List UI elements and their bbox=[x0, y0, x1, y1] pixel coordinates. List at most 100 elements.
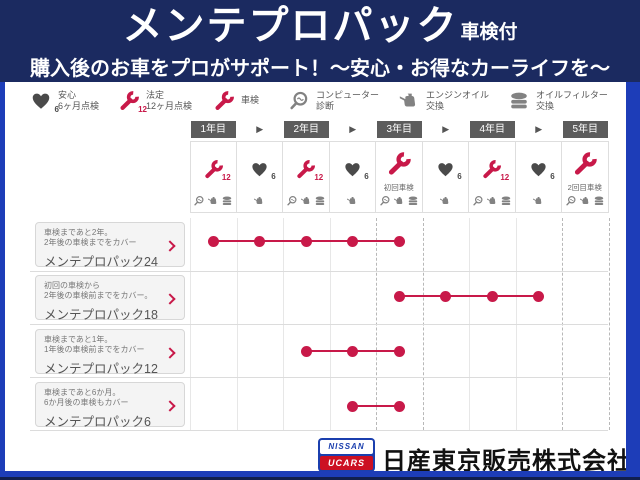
oil-can-icon bbox=[398, 90, 420, 112]
legend-label: オイルフィルター 交換 bbox=[536, 90, 608, 112]
wrench-12-icon: 12 bbox=[203, 159, 231, 181]
timeline-column-9: 2回目車検 bbox=[562, 141, 609, 213]
plan-card-メンテプロパック24[interactable]: 車検まであと2年。 2年後の車検までをカバーメンテプロパック24 bbox=[35, 222, 185, 269]
plan-name: メンテプロパック6 bbox=[44, 414, 151, 429]
frame-bottom-dark bbox=[0, 477, 640, 480]
oil-filter-icon bbox=[593, 195, 605, 207]
frame-bottom bbox=[0, 471, 640, 480]
wrench-12-icon: 12 bbox=[481, 159, 509, 181]
oil-filter-icon bbox=[221, 195, 233, 207]
heart-6-icon: 6 bbox=[30, 90, 59, 114]
diagnosis-magnifier-icon bbox=[565, 195, 577, 207]
legend-label: コンピューター 診断 bbox=[316, 90, 380, 112]
oil-can-icon bbox=[207, 195, 219, 207]
coverage-dot bbox=[393, 235, 405, 247]
plan-name: メンテプロパック18 bbox=[44, 307, 158, 322]
coverage-dot bbox=[486, 290, 498, 302]
legend-label: エンジンオイル 交換 bbox=[426, 90, 490, 112]
diagnosis-magnifier-icon bbox=[288, 90, 310, 112]
timeline-column-6: 6 bbox=[422, 141, 469, 213]
page-title-suffix: 車検付 bbox=[460, 22, 518, 43]
oil-can-icon bbox=[300, 195, 312, 207]
wrench-icon bbox=[213, 90, 235, 112]
legend-item-heart-6: 6 安心 6ヶ月点検 bbox=[30, 90, 100, 114]
plan-card-メンテプロパック12[interactable]: 車検まであと1年。 1年後の車検前までをカバー メンテプロパック12 bbox=[35, 329, 185, 376]
year-label-5: 5年目 bbox=[563, 121, 608, 138]
grid-hline bbox=[30, 430, 608, 431]
oil-filter-icon bbox=[407, 195, 419, 207]
ucars-logo-text: UCARS bbox=[320, 456, 373, 470]
inspection-label: 初回車検 bbox=[383, 182, 414, 192]
coverage-line bbox=[352, 404, 400, 408]
year-label-2: 2年目 bbox=[284, 121, 329, 138]
plan-desc-line1: 初回の車検から bbox=[44, 281, 100, 290]
coverage-dot bbox=[300, 345, 312, 357]
heart-6-icon: 6 bbox=[250, 160, 276, 180]
timeline-column-1: 12 bbox=[190, 141, 237, 213]
oil-filter-icon bbox=[500, 195, 512, 207]
timeline-column-7: 12 bbox=[469, 141, 516, 213]
year-label-3: 3年目 bbox=[377, 121, 422, 138]
year-arrow-icon: ▶ bbox=[256, 124, 264, 134]
grid-vline bbox=[608, 218, 610, 430]
year-label-4: 4年目 bbox=[470, 121, 515, 138]
oil-can-icon bbox=[346, 195, 358, 207]
oil-can-icon bbox=[393, 195, 405, 207]
company-name: 日産東京販売株式会社 bbox=[382, 448, 632, 475]
plan-desc-line1: 車検まであと2年。 bbox=[44, 228, 113, 237]
oil-filter-icon bbox=[508, 90, 530, 112]
inspection-label: 2回目車検 bbox=[567, 182, 602, 192]
legend-item-wrench: 車検 bbox=[213, 90, 259, 112]
frame-right bbox=[626, 82, 640, 480]
year-label-1: 1年目 bbox=[191, 121, 236, 138]
plan-card-メンテプロパック6[interactable]: 車検まであと6か月。 6か月後の車検もカバーメンテプロパック6 bbox=[35, 382, 185, 429]
coverage-line bbox=[399, 294, 539, 298]
timeline-column-8: 6 bbox=[515, 141, 562, 213]
nissan-logo-text: NISSAN bbox=[320, 440, 373, 454]
legend-label: 車検 bbox=[241, 95, 260, 106]
oil-filter-icon bbox=[314, 195, 326, 207]
diagnosis-magnifier-icon bbox=[193, 195, 205, 207]
heart-6-icon: 6 bbox=[529, 160, 555, 180]
legend-item-oil-filter: オイルフィルター 交換 bbox=[508, 90, 608, 113]
oil-can-icon bbox=[532, 195, 544, 207]
oil-can-icon bbox=[439, 195, 451, 207]
header-subtitle: 購入後のお車をプロがサポート！～安心・お得なカーライフを～ bbox=[30, 58, 610, 80]
timeline-column-4: 6 bbox=[329, 141, 376, 213]
diagnosis-magnifier-icon bbox=[472, 195, 484, 207]
plan-desc-line2: 2年後の車検までをカバー bbox=[44, 238, 137, 248]
timeline-column-3: 12 bbox=[283, 141, 330, 213]
legend-item-diagnosis-magnifier: コンピューター 診断 bbox=[288, 90, 379, 113]
coverage-dot bbox=[347, 400, 359, 412]
coverage-dot bbox=[533, 290, 545, 302]
coverage-dot bbox=[393, 290, 405, 302]
wrench-12-icon: 12 bbox=[118, 90, 147, 114]
nissan-ucars-logo: NISSAN UCARS bbox=[318, 438, 375, 472]
heart-6-icon: 6 bbox=[343, 160, 369, 180]
coverage-dot bbox=[393, 345, 405, 357]
coverage-dot bbox=[347, 235, 359, 247]
coverage-dot bbox=[440, 290, 452, 302]
plan-desc-line1: 車検まであと6か月。 bbox=[44, 388, 121, 397]
wrench-icon bbox=[572, 151, 598, 177]
plan-desc-line2: 6か月後の車検もカバー bbox=[44, 398, 129, 408]
plan-desc-line1: 車検まであと1年。 bbox=[44, 335, 113, 344]
header-banner: メンテプロパック 車検付 購入後のお車をプロがサポート！～安心・お得なカーライフ… bbox=[0, 0, 640, 82]
grid-hline bbox=[30, 271, 608, 272]
coverage-dot bbox=[347, 345, 359, 357]
oil-can-icon bbox=[579, 195, 591, 207]
diagnosis-magnifier-icon bbox=[286, 195, 298, 207]
timeline-column-5: 初回車検 bbox=[376, 141, 423, 213]
coverage-dot bbox=[254, 235, 266, 247]
oil-can-icon bbox=[253, 195, 265, 207]
plan-name: メンテプロパック24 bbox=[44, 254, 158, 269]
plan-card-メンテプロパック18[interactable]: 初回の車検から 2年後の車検前までをカバー。 メンテプロパック18 bbox=[35, 275, 185, 322]
coverage-dot bbox=[207, 235, 219, 247]
legend-item-oil-can: エンジンオイル 交換 bbox=[398, 90, 489, 113]
coverage-dot bbox=[393, 400, 405, 412]
heart-6-icon: 6 bbox=[436, 160, 462, 180]
frame-left bbox=[0, 82, 5, 480]
legend-label: 安心 6ヶ月点検 bbox=[58, 90, 100, 112]
diagnosis-magnifier-icon bbox=[379, 195, 391, 207]
